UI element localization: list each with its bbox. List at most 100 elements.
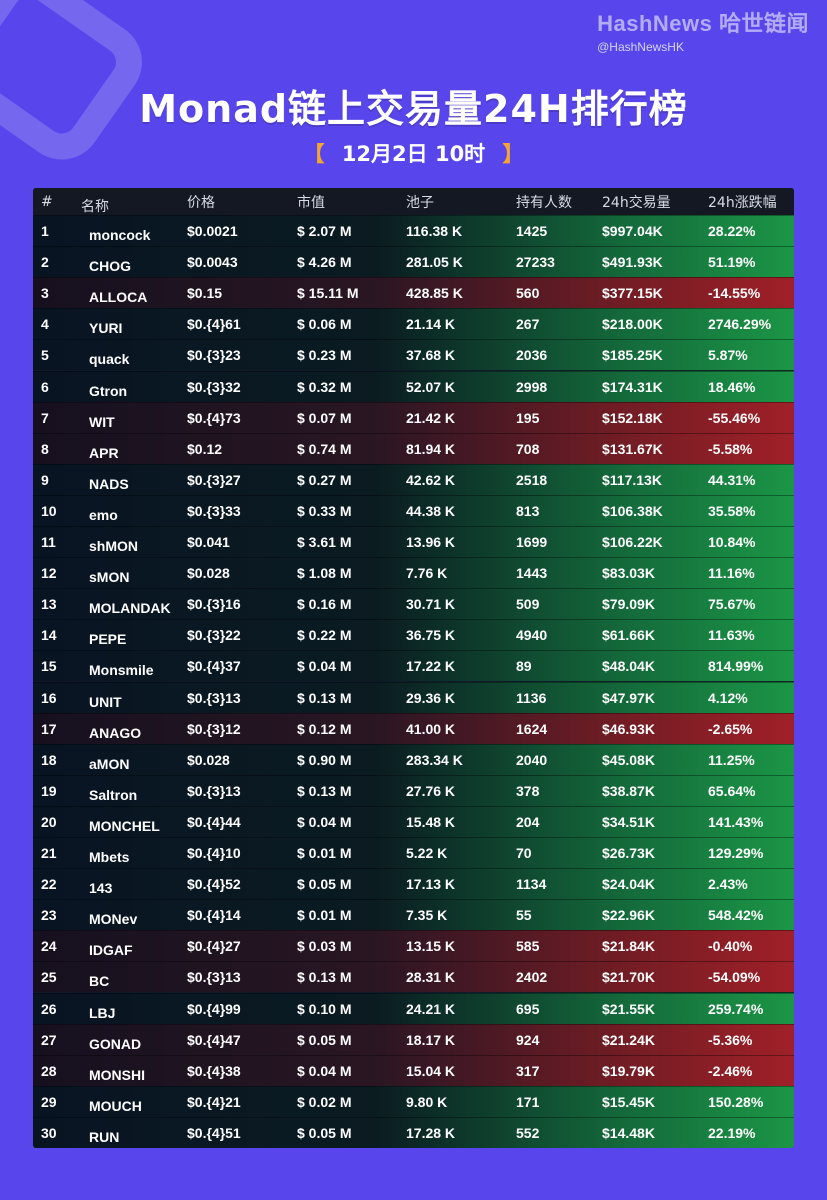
page-subtitle: 【 12月2日 10时 】 xyxy=(0,138,827,168)
cell-market-cap: $ 0.05 M xyxy=(297,1124,352,1141)
cell-market-cap: $ 0.05 M xyxy=(297,876,352,893)
cell-holders: 509 xyxy=(516,596,540,613)
cell-holders: 204 xyxy=(516,813,540,830)
cell-holders: 195 xyxy=(516,409,540,426)
table-row: 10 emo $0.{3}33 $ 0.33 M 44.38 K 813 $106.38K 3… xyxy=(33,494,794,526)
cell-holders: 2998 xyxy=(516,378,548,395)
cell-holders: 27233 xyxy=(516,254,555,271)
cell-name: ALLOCA xyxy=(89,289,148,306)
header-market-cap: 市值 xyxy=(297,194,325,211)
cell-market-cap: $ 0.13 M xyxy=(297,782,352,799)
cell-market-cap: $ 0.04 M xyxy=(297,658,352,675)
cell-change: -5.58% xyxy=(708,440,753,457)
table-row: 28 MONSHI $0.{4}38 $ 0.04 M 15.04 K 317 $19.79… xyxy=(33,1054,794,1086)
table-row: 8 APR $0.12 $ 0.74 M 81.94 K 708 $131.67K -5.58… xyxy=(33,432,794,464)
table-row: 23 MONev $0.{4}14 $ 0.01 M 7.35 K 55 $22.96K 54… xyxy=(33,899,794,931)
cell-volume: $218.00K xyxy=(602,316,663,333)
table-row: 29 MOUCH $0.{4}21 $ 0.02 M 9.80 K 171 $15.45K 1… xyxy=(33,1085,794,1117)
table-row: 21 Mbets $0.{4}10 $ 0.01 M 5.22 K 70 $26.73K 12… xyxy=(33,837,794,868)
table-row: 17 ANAGO $0.{3}12 $ 0.12 M 41.00 K 1624 $46.93… xyxy=(33,712,794,744)
cell-pool: 5.22 K xyxy=(406,845,448,861)
cell-rank: 18 xyxy=(41,751,57,768)
cell-name: APR xyxy=(89,444,119,461)
cell-volume: $185.25K xyxy=(602,347,663,364)
table-row: 13 MOLANDAK $0.{3}16 $ 0.16 M 30.71 K 509 $79.… xyxy=(33,588,794,620)
cell-price: $0.{3}22 xyxy=(187,627,241,644)
cell-name: Gtron xyxy=(89,382,128,399)
cell-market-cap: $ 0.16 M xyxy=(297,596,352,613)
cell-change: -2.46% xyxy=(708,1062,753,1079)
cell-price: $0.{3}27 xyxy=(187,471,241,488)
cell-change: 141.43% xyxy=(708,813,764,830)
cell-price: $0.{4}73 xyxy=(187,409,241,426)
cell-pool: 7.35 K xyxy=(406,907,448,924)
cell-market-cap: $ 0.02 M xyxy=(297,1093,352,1110)
cell-rank: 27 xyxy=(41,1031,57,1048)
brand-block: HashNews 哈世链闻 @HashNewsHK xyxy=(597,6,809,54)
table-row: 3 ALLOCA $0.15 $ 15.11 M 428.85 K 560 $377.15K… xyxy=(33,277,794,309)
cell-change: 75.67% xyxy=(708,596,756,613)
cell-market-cap: $ 0.06 M xyxy=(297,316,352,333)
cell-change: -55.46% xyxy=(708,409,761,426)
cell-change: 259.74% xyxy=(708,1000,764,1017)
cell-market-cap: $ 15.11 M xyxy=(297,285,359,302)
cell-price: $0.{3}23 xyxy=(187,347,241,364)
cell-rank: 28 xyxy=(41,1062,57,1079)
cell-pool: 15.48 K xyxy=(406,813,456,830)
table-row: 16 UNIT $0.{3}13 $ 0.13 M 29.36 K 1136 $47.97K… xyxy=(33,681,794,713)
cell-name: NADS xyxy=(89,475,129,492)
cell-volume: $131.67K xyxy=(602,440,663,457)
cell-name: sMON xyxy=(89,569,130,586)
cell-market-cap: $ 2.07 M xyxy=(297,223,352,239)
cell-price: $0.028 xyxy=(187,565,230,582)
cell-rank: 22 xyxy=(41,876,57,893)
cell-pool: 28.31 K xyxy=(406,969,456,986)
cell-holders: 552 xyxy=(516,1124,540,1141)
cell-pool: 9.80 K xyxy=(406,1093,448,1110)
cell-rank: 23 xyxy=(41,907,57,924)
table-row: 22 143 $0.{4}52 $ 0.05 M 17.13 K 1134 $24.04K 2… xyxy=(33,868,794,900)
table-row: 19 Saltron $0.{3}13 $ 0.13 M 27.76 K 378 $38.8… xyxy=(33,774,794,806)
cell-holders: 378 xyxy=(516,782,540,799)
cell-volume: $21.70K xyxy=(602,969,655,986)
cell-pool: 44.38 K xyxy=(406,502,456,519)
cell-rank: 11 xyxy=(41,534,56,550)
cell-price: $0.{4}51 xyxy=(187,1124,241,1141)
cell-price: $0.{4}38 xyxy=(187,1062,241,1079)
cell-price: $0.{4}37 xyxy=(187,658,241,675)
cell-holders: 1699 xyxy=(516,534,548,550)
table-row: 27 GONAD $0.{4}47 $ 0.05 M 18.17 K 924 $21.24K… xyxy=(33,1023,794,1055)
cell-rank: 2 xyxy=(41,254,49,271)
cell-market-cap: $ 0.22 M xyxy=(297,627,352,644)
cell-rank: 19 xyxy=(41,782,57,799)
cell-change: 22.19% xyxy=(708,1124,756,1141)
cell-volume: $106.38K xyxy=(602,502,663,519)
cell-volume: $83.03K xyxy=(602,565,655,582)
cell-volume: $152.18K xyxy=(602,409,663,426)
cell-rank: 12 xyxy=(41,565,57,582)
cell-volume: $34.51K xyxy=(602,813,655,830)
cell-market-cap: $ 0.12 M xyxy=(297,720,352,737)
header-rank: # xyxy=(41,193,53,210)
cell-price: $0.{4}47 xyxy=(187,1031,241,1048)
cell-rank: 20 xyxy=(41,813,57,830)
cell-holders: 560 xyxy=(516,285,540,302)
subtitle-bracket-close: 】 xyxy=(502,142,524,166)
cell-name: 143 xyxy=(89,880,113,897)
table-row: 14 PEPE $0.{3}22 $ 0.22 M 36.75 K 4940 $61.66K… xyxy=(33,619,794,651)
cell-market-cap: $ 0.01 M xyxy=(297,845,352,861)
cell-rank: 9 xyxy=(41,471,49,488)
cell-holders: 267 xyxy=(516,316,540,333)
header-change: 24h涨跌幅 xyxy=(708,194,777,211)
cell-holders: 1134 xyxy=(516,876,547,893)
table-row: 7 WIT $0.{4}73 $ 0.07 M 21.42 K 195 $152.18K -5… xyxy=(33,401,794,433)
cell-name: MOLANDAK xyxy=(89,600,171,617)
cell-market-cap: $ 0.13 M xyxy=(297,689,352,706)
cell-name: WIT xyxy=(89,413,115,430)
cell-change: 2.43% xyxy=(708,876,748,893)
cell-market-cap: $ 1.08 M xyxy=(297,565,352,582)
cell-price: $0.{4}44 xyxy=(187,813,241,830)
cell-name: moncock xyxy=(89,227,151,243)
cell-holders: 70 xyxy=(516,845,532,861)
cell-volume: $21.24K xyxy=(602,1031,655,1048)
